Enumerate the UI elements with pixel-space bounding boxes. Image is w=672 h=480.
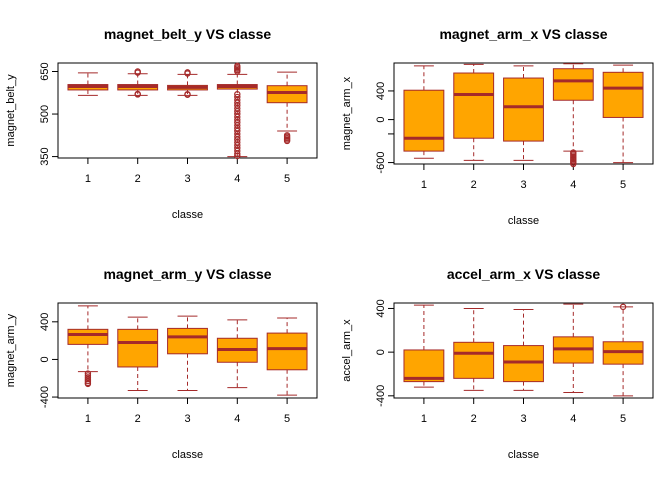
y-axis-label: magnet_arm_x [341, 76, 353, 150]
x-tick-label: 1 [85, 413, 91, 425]
x-tick-label: 1 [421, 413, 427, 425]
box-classe-1 [67, 305, 109, 388]
box-classe-2 [453, 307, 495, 391]
x-tick-label: 3 [184, 173, 190, 185]
y-tick-label: -400 [39, 386, 51, 408]
box-iqr [266, 85, 308, 104]
chart-title: magnet_belt_y VS classe [104, 26, 272, 42]
x-tick-label: 2 [471, 179, 477, 191]
box-iqr [67, 328, 109, 345]
box-classe-2 [453, 63, 495, 161]
outlier-point [184, 69, 191, 76]
y-tick-label: 500 [39, 105, 51, 123]
y-tick-label: -600 [375, 152, 387, 174]
outlier-point [570, 160, 577, 168]
chart-panel-3: magnet_arm_y VS classe classe magnet_arm_y… [5, 266, 318, 461]
box-classe-5 [266, 317, 308, 396]
chart-title: magnet_arm_y VS classe [103, 266, 271, 282]
x-tick-label: 5 [620, 179, 626, 191]
box-classe-1 [67, 72, 109, 96]
box-classe-5 [602, 64, 644, 164]
box-classe-3 [503, 309, 544, 391]
outlier-point [283, 132, 291, 139]
x-axis-label: classe [508, 215, 539, 227]
x-axis-label: classe [172, 449, 203, 461]
box-iqr [266, 332, 308, 371]
box-iqr [403, 349, 445, 383]
outlier-point [619, 303, 627, 311]
y-axis-label: accel_arm_x [341, 319, 353, 382]
chart-panel-2: magnet_arm_x VS classe classe magnet_arm_x… [341, 26, 654, 227]
x-tick-label: 4 [234, 173, 240, 185]
x-tick-label: 2 [135, 173, 141, 185]
box-classe-2 [117, 316, 159, 391]
box-classe-4 [552, 63, 594, 168]
box-iqr [403, 89, 445, 152]
y-tick-label: -400 [375, 385, 387, 407]
box-iqr [453, 72, 495, 139]
outlier-point [134, 90, 141, 98]
y-tick-label: 0 [375, 117, 387, 123]
box-classe-4 [552, 303, 594, 394]
chart-title: accel_arm_x VS classe [447, 266, 601, 282]
outlier-point [234, 90, 241, 98]
outlier-point [84, 380, 92, 388]
box-iqr [117, 328, 159, 368]
y-axis-label: magnet_arm_y [5, 313, 17, 387]
box-classe-2 [117, 68, 159, 98]
x-tick-label: 4 [570, 179, 576, 191]
x-tick-label: 4 [234, 413, 240, 425]
box-iqr [552, 68, 594, 101]
box-classe-4 [216, 319, 258, 389]
box-classe-3 [167, 69, 208, 98]
box-iqr [503, 345, 544, 383]
outlier-point [234, 62, 241, 70]
outlier-point [184, 90, 191, 98]
box-classe-1 [403, 65, 445, 159]
x-tick-label: 5 [284, 413, 290, 425]
x-tick-label: 5 [620, 413, 626, 425]
y-tick-label: 0 [375, 349, 387, 355]
box-iqr [503, 77, 544, 142]
y-axis-label: magnet_belt_y [5, 74, 17, 147]
box-classe-1 [403, 304, 445, 388]
outlier-point [134, 68, 141, 75]
x-tick-label: 3 [520, 413, 526, 425]
chart-panel-4: accel_arm_x VS classe classe accel_arm_x -4… [341, 266, 654, 461]
y-tick-label: 400 [375, 82, 387, 100]
chart-panel-1: magnet_belt_y VS classe classe magnet_belt… [5, 26, 318, 221]
box-iqr [167, 327, 208, 355]
x-tick-label: 2 [471, 413, 477, 425]
x-tick-label: 3 [184, 413, 190, 425]
x-axis-label: classe [172, 209, 203, 221]
box-iqr [453, 341, 495, 379]
y-tick-label: 650 [39, 62, 51, 80]
box-classe-3 [167, 315, 208, 391]
y-tick-label: 400 [39, 313, 51, 331]
x-axis-label: classe [508, 449, 539, 461]
box-classe-5 [266, 71, 308, 145]
y-tick-label: 400 [375, 299, 387, 317]
x-tick-label: 1 [421, 179, 427, 191]
y-tick-label: 0 [39, 356, 51, 362]
x-tick-label: 4 [570, 413, 576, 425]
x-tick-label: 5 [284, 173, 290, 185]
y-tick-label: 350 [39, 147, 51, 165]
box-classe-4 [216, 62, 258, 160]
outlier-point [234, 93, 241, 101]
box-classe-3 [503, 65, 544, 161]
chart-title: magnet_arm_x VS classe [439, 26, 607, 42]
box-iqr [602, 71, 644, 118]
outlier-point [84, 377, 92, 385]
box-classe-5 [602, 303, 644, 397]
x-tick-label: 1 [85, 173, 91, 185]
x-tick-label: 2 [135, 413, 141, 425]
x-tick-label: 3 [520, 179, 526, 191]
